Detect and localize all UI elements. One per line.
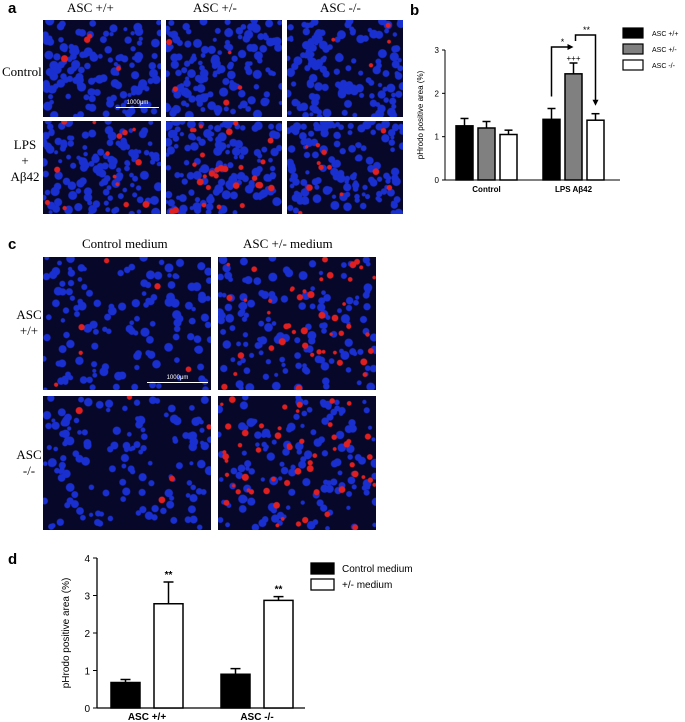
chart-b-bracket-right-arrow (592, 99, 599, 106)
chart-d-bar-1-0 (220, 673, 251, 709)
scale-bar-a-line (116, 107, 159, 108)
chart-d-bar-1-1 (263, 599, 294, 709)
panel-a-col-1: ASC +/+ (67, 0, 114, 15)
micrograph-a-lps-het (166, 121, 282, 214)
chart-b-bar-0-2 (499, 133, 518, 181)
panel-a-letter: a (8, 0, 17, 17)
micrograph-a-lps-wt (43, 121, 161, 214)
chart-d-ytick-label-3: 3 (84, 592, 90, 603)
chart-d-bar-0-0 (110, 681, 141, 709)
panel-b-letter: b (410, 2, 419, 19)
chart-d-xtick-label-0: ASC +/+ (128, 712, 167, 722)
chart-d-bar-0-1 (153, 603, 184, 709)
chart-d-legend-label-0: Control medium (342, 564, 413, 575)
micrograph-c-control-ko (43, 396, 211, 530)
chart-b-xtick-label-1: LPS Aβ42 (555, 185, 593, 194)
chart-b-legend-swatch-0 (622, 27, 644, 39)
scale-bar-c-label: 1000μm (166, 375, 189, 381)
chart-b-legend-swatch-1 (622, 43, 644, 55)
chart-d-ytick-label-1: 1 (84, 667, 90, 678)
chart-b-annot-left: * (561, 37, 565, 47)
chart-d: 0 1 2 3 4 pHrodo positive area (%) ** ASC +/+ **… (61, 554, 413, 722)
panel-d-letter: d (8, 551, 18, 568)
panel-a-row-lps-line3: Aβ42 (10, 169, 40, 184)
scale-bar-a: 1000μm (116, 100, 159, 108)
chart-b-legend-label-2: ASC -/- (652, 63, 676, 70)
chart-b-bar-0-1 (477, 127, 496, 181)
scale-bar-a-label: 1000μm (126, 100, 149, 106)
chart-b-annot-right: ** (583, 25, 591, 35)
chart-b-bar-1-2 (586, 119, 605, 181)
panel-c-col-2: ASC +/- medium (243, 236, 333, 251)
chart-b-bracket-left-arrow (567, 44, 574, 50)
chart-b-annot-grey: +++ (566, 54, 580, 63)
chart-b-ylabel: pHrodo positive area (%) (416, 70, 425, 159)
chart-b-ytick-label-0: 0 (435, 176, 440, 185)
panel-a-row-lps-line1: LPS (13, 137, 37, 152)
chart-b-xtick-label-0: Control (472, 185, 500, 194)
panel-c-row-2: ASC -/- (14, 447, 44, 479)
chart-b-ytick-label-3: 3 (435, 46, 440, 55)
chart-b-bar-1-1 (564, 73, 583, 181)
chart-b-legend-swatch-2 (622, 59, 644, 71)
panel-c-row-1-line1: ASC (16, 307, 42, 322)
chart-b-bar-0-0 (455, 125, 474, 181)
panel-c-col-1: Control medium (82, 236, 168, 251)
panel-a-row-control: Control (2, 64, 42, 79)
chart-d-annot-0: ** (165, 570, 173, 581)
chart-d-ytick-label-4: 4 (84, 554, 90, 565)
scale-bar-c: 1000μm (147, 375, 208, 383)
micrograph-c-het-wt (218, 257, 376, 390)
chart-d-xtick-label-1: ASC -/- (240, 712, 273, 722)
chart-d-legend-swatch-1 (310, 578, 335, 591)
micrograph-a-control-het (166, 20, 282, 117)
panel-a-col-3: ASC -/- (320, 0, 361, 15)
panel-c-row-1-line2: +/+ (19, 323, 39, 338)
panel-c-letter: c (8, 236, 17, 253)
chart-b: b 0 1 2 3 pHrodo positive area (%) Control LPS … (410, 2, 678, 194)
chart-b-bracket-left (550, 46, 572, 97)
chart-b-ytick-label-2: 2 (435, 89, 440, 98)
micrograph-a-control-wt (43, 20, 161, 117)
panel-c-row-2-line2: -/- (22, 463, 36, 478)
micrograph-a-lps-ko (287, 121, 403, 214)
scale-bar-c-line (147, 382, 208, 383)
panel-a-col-2: ASC +/- (193, 0, 237, 15)
chart-d-ytick-label-0: 0 (84, 704, 90, 715)
panel-c-row-1: ASC +/+ (14, 307, 44, 339)
micrograph-c-control-wt (43, 257, 211, 390)
chart-b-ytick-label-1: 1 (435, 133, 440, 142)
chart-b-legend-label-0: ASC +/+ (652, 31, 678, 38)
chart-b-bar-1-0 (542, 118, 561, 181)
chart-d-legend-swatch-0 (310, 562, 335, 575)
chart-b-bracket-right (574, 34, 597, 102)
panel-a-row-lps: LPS + Aβ42 (8, 137, 42, 185)
panel-c-row-2-line1: ASC (16, 447, 42, 462)
chart-d-annot-1: ** (275, 585, 283, 596)
micrograph-c-het-ko (218, 396, 376, 530)
chart-d-ytick-label-2: 2 (84, 629, 90, 640)
chart-d-legend-label-1: +/- medium (342, 580, 392, 591)
chart-d-ylabel: pHrodo positive area (%) (61, 578, 72, 689)
chart-b-legend-label-1: ASC +/- (652, 47, 677, 54)
panel-a-row-lps-line2: + (21, 153, 29, 168)
micrograph-a-control-ko (287, 20, 403, 117)
